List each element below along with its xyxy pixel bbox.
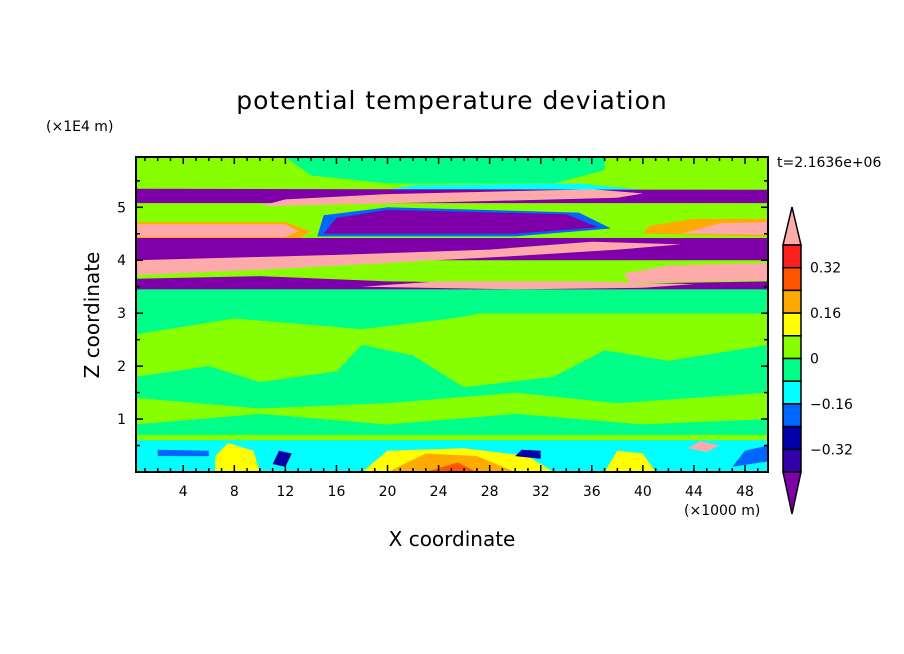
contour-region [136,241,682,276]
contour-region [215,442,260,472]
contour-region [623,262,768,283]
y-tick-label: 5 [117,200,126,216]
contour-region [136,224,299,237]
contour-region [732,445,768,467]
contour-region [259,189,643,207]
x-tick-label: 4 [179,484,188,500]
colorbar-label: −0.32 [810,442,853,458]
x-tick-label: 16 [328,484,346,500]
x-tick-label: 20 [379,484,397,500]
contour-region [687,441,720,452]
y-tick-label: 3 [117,306,126,322]
colorbar-label: 0.32 [810,261,841,277]
contour-region [136,413,768,435]
colorbar-label: 0 [810,352,819,368]
x-tick-label: 32 [532,484,550,500]
colorbar-label: −0.16 [810,397,853,413]
x-tick-label: 36 [583,484,601,500]
colorbar-box [782,289,802,314]
colorbar-box [782,380,802,405]
contour-region [387,183,643,190]
colorbar-label: 0.16 [810,306,841,322]
contour-region [362,281,694,290]
contour-fill-group [136,157,768,472]
colorbar-box [782,357,802,382]
colorbar-box [782,266,802,292]
x-tick-label: 44 [685,484,703,500]
colorbar-box [782,312,802,337]
contour-region [136,297,768,335]
x-tick-label: 12 [276,484,294,500]
contour-region [157,449,209,457]
chart-title: potential temperature deviation [236,86,668,115]
x-tick-label: 8 [230,484,239,500]
colorbar-lower-extension [782,471,802,515]
x-tick-label: 28 [481,484,499,500]
contour-region [136,344,768,409]
contour-region [285,157,605,184]
colorbar-box [782,244,802,269]
time-label: t=2.1636e+06 [777,155,882,171]
x-axis-label: X coordinate [388,527,516,551]
y-axis-unit: (×1E4 m) [46,119,114,135]
colorbar-box [782,448,802,473]
colorbar-box [782,335,802,360]
contour-region [387,453,516,472]
contour-region [681,222,768,235]
contour-region [272,450,292,467]
contour-region [515,449,541,459]
contour-region [323,209,599,234]
x-tick-label: 40 [634,484,652,500]
x-tick-label: 24 [430,484,448,500]
colorbar-upper-extension [782,206,802,246]
colorbar-box [782,403,802,428]
y-tick-label: 2 [117,359,126,375]
x-tick-label: 48 [736,484,754,500]
colorbar-box [782,425,802,451]
y-tick-label: 4 [117,253,126,269]
x-axis-unit: (×1000 m) [684,503,761,519]
y-tick-label: 1 [117,412,126,428]
